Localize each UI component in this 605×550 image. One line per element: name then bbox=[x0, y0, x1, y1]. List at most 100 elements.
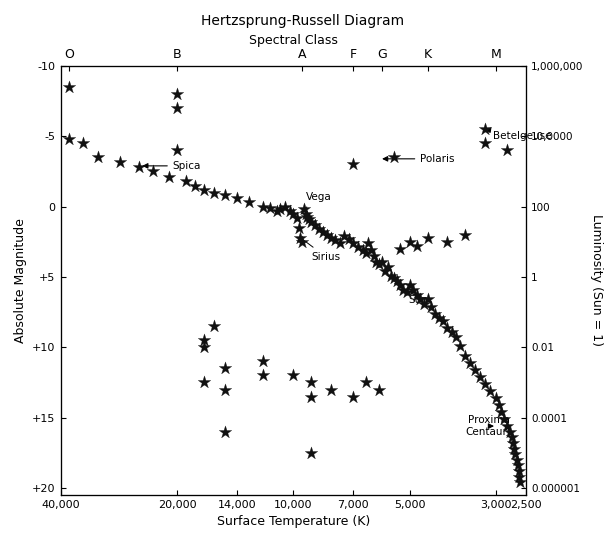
Point bbox=[371, 257, 381, 266]
Point bbox=[326, 233, 336, 242]
Point bbox=[507, 433, 517, 442]
Point bbox=[295, 233, 305, 242]
Point bbox=[318, 228, 327, 236]
Point bbox=[280, 202, 290, 211]
Point bbox=[509, 444, 519, 453]
Point bbox=[405, 281, 415, 290]
Point bbox=[276, 205, 286, 214]
Point bbox=[164, 173, 174, 182]
Point bbox=[258, 357, 267, 366]
Point bbox=[505, 427, 515, 436]
Point bbox=[497, 408, 506, 416]
Point bbox=[299, 205, 309, 214]
Point bbox=[273, 206, 283, 215]
Point bbox=[366, 246, 376, 255]
Point bbox=[258, 202, 267, 211]
Point bbox=[369, 251, 379, 260]
Y-axis label: Luminosity (Sun = 1): Luminosity (Sun = 1) bbox=[590, 214, 603, 346]
Point bbox=[515, 472, 525, 481]
Point bbox=[232, 194, 242, 202]
Point bbox=[470, 365, 480, 374]
Point bbox=[439, 316, 448, 325]
Point bbox=[511, 450, 520, 459]
Point bbox=[491, 394, 500, 403]
Point bbox=[339, 232, 349, 240]
Point bbox=[395, 281, 405, 290]
Point bbox=[475, 372, 485, 381]
Point bbox=[310, 221, 320, 229]
Point bbox=[465, 359, 475, 367]
Point bbox=[389, 153, 399, 162]
Point bbox=[378, 257, 387, 266]
Point bbox=[172, 104, 182, 113]
Point bbox=[306, 448, 316, 457]
Point bbox=[451, 333, 461, 342]
Text: Proxima
Centauri: Proxima Centauri bbox=[465, 415, 511, 437]
Point bbox=[500, 415, 509, 424]
Point bbox=[348, 239, 358, 248]
Point bbox=[485, 387, 495, 395]
Point bbox=[512, 455, 522, 464]
Point bbox=[220, 385, 230, 394]
Point bbox=[399, 285, 408, 294]
Text: Spica: Spica bbox=[143, 161, 201, 171]
Point bbox=[209, 322, 219, 331]
Point bbox=[116, 157, 125, 166]
Point bbox=[494, 400, 503, 409]
Point bbox=[306, 218, 316, 227]
Point bbox=[480, 379, 489, 388]
Point bbox=[149, 167, 159, 176]
Point bbox=[361, 378, 371, 387]
Point bbox=[395, 244, 405, 253]
Point bbox=[416, 295, 425, 304]
Point bbox=[93, 153, 103, 162]
Point bbox=[374, 260, 384, 269]
Point bbox=[64, 135, 74, 144]
Point bbox=[508, 438, 518, 447]
Point bbox=[364, 239, 373, 248]
Point bbox=[292, 213, 302, 222]
Point bbox=[289, 210, 298, 218]
Point bbox=[389, 274, 399, 283]
Y-axis label: Absolute Magnitude: Absolute Magnitude bbox=[13, 218, 27, 343]
Point bbox=[514, 467, 524, 476]
Point bbox=[460, 230, 470, 239]
Point bbox=[427, 302, 436, 311]
Point bbox=[200, 378, 209, 387]
Point bbox=[330, 236, 340, 245]
Point bbox=[348, 392, 358, 401]
Text: Sun: Sun bbox=[396, 283, 428, 305]
Point bbox=[412, 241, 422, 250]
Point bbox=[503, 422, 512, 431]
Point bbox=[434, 314, 444, 322]
Point bbox=[200, 343, 209, 351]
Point bbox=[244, 198, 254, 207]
Point bbox=[423, 295, 433, 304]
Text: Betelgeuse: Betelgeuse bbox=[486, 128, 551, 141]
Point bbox=[209, 188, 219, 197]
Point bbox=[172, 90, 182, 98]
Point bbox=[190, 181, 200, 190]
Point bbox=[286, 206, 295, 215]
Point bbox=[293, 223, 303, 232]
Text: Vega: Vega bbox=[301, 192, 332, 212]
Text: Sirius: Sirius bbox=[302, 239, 340, 262]
Point bbox=[135, 163, 145, 172]
Point bbox=[503, 146, 512, 155]
Point bbox=[326, 385, 336, 394]
Point bbox=[200, 185, 209, 194]
Point bbox=[220, 364, 230, 373]
Point bbox=[172, 146, 182, 155]
Point bbox=[306, 378, 316, 387]
Point bbox=[423, 233, 433, 242]
Point bbox=[442, 323, 452, 332]
Point bbox=[380, 267, 390, 276]
Point bbox=[306, 392, 316, 401]
Point bbox=[408, 285, 418, 294]
Point bbox=[314, 225, 324, 234]
Point bbox=[358, 246, 368, 255]
Point bbox=[353, 243, 363, 252]
Point bbox=[480, 139, 489, 148]
Point bbox=[78, 139, 88, 148]
Point bbox=[412, 291, 422, 300]
